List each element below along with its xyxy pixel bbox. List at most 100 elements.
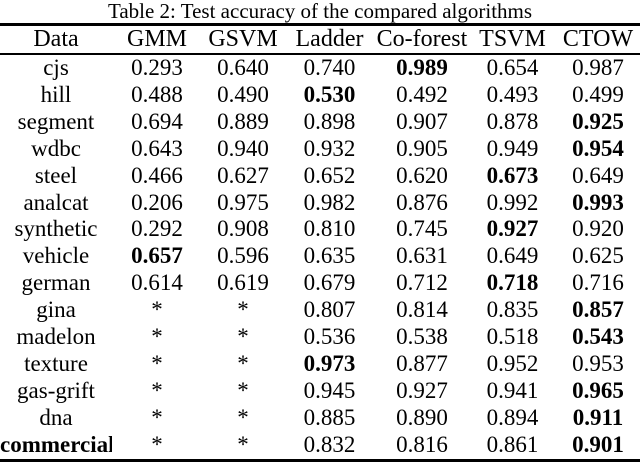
table-header: Data GMM GSVM Ladder Co-forest TSVM CTOW <box>0 24 640 55</box>
value-cell: 0.932 <box>303 135 356 161</box>
value-cell: 0.490 <box>217 81 269 107</box>
value-cell: 0.890 <box>396 404 448 430</box>
value-cell: 0.832 <box>303 431 356 457</box>
row-label: wdbc <box>31 135 81 161</box>
value-cell: 0.905 <box>396 135 448 161</box>
value-cell: 0.807 <box>303 297 356 323</box>
column-header-gsvm: GSVM <box>202 24 284 55</box>
value-cell: 0.614 <box>131 270 183 296</box>
value-cell: 0.945 <box>303 377 356 403</box>
value-cell: 0.898 <box>303 108 356 134</box>
column-header-tsvm: TSVM <box>469 24 556 55</box>
table-row: commercial * * 0.832 0.816 0.861 0.901 <box>0 432 640 460</box>
column-header-ladder: Ladder <box>284 24 375 55</box>
value-cell: 0.901 <box>572 431 624 457</box>
value-cell: * <box>151 297 163 323</box>
value-cell: 0.941 <box>486 377 539 403</box>
row-label: analcat <box>23 189 89 215</box>
value-cell: 0.908 <box>217 216 269 242</box>
table-row: analcat 0.206 0.975 0.982 0.876 0.992 0.993 <box>0 190 640 217</box>
value-cell: 0.740 <box>303 55 356 80</box>
value-cell: 0.954 <box>572 135 624 161</box>
value-cell: 0.810 <box>303 216 356 242</box>
value-cell: 0.619 <box>217 270 269 296</box>
row-label: steel <box>34 162 78 188</box>
value-cell: 0.992 <box>486 189 539 215</box>
value-cell: * <box>151 324 163 350</box>
value-cell: 0.654 <box>486 55 539 80</box>
value-cell: 0.643 <box>131 135 183 161</box>
value-cell: 0.975 <box>217 189 269 215</box>
value-cell: * <box>151 404 163 430</box>
value-cell: 0.745 <box>396 216 448 242</box>
value-cell: 0.993 <box>572 189 624 215</box>
value-cell: 0.652 <box>303 162 356 188</box>
value-cell: 0.292 <box>131 216 183 242</box>
table-row: wdbc 0.643 0.940 0.932 0.905 0.949 0.954 <box>0 136 640 163</box>
table-row: hill 0.488 0.490 0.530 0.492 0.493 0.499 <box>0 82 640 109</box>
table-caption: Table 2: Test accuracy of the compared a… <box>107 0 533 23</box>
value-cell: 0.889 <box>217 108 269 134</box>
value-cell: 0.620 <box>396 162 448 188</box>
value-cell: 0.973 <box>303 350 356 376</box>
value-cell: 0.857 <box>572 297 624 323</box>
value-cell: 0.940 <box>217 135 269 161</box>
column-header-ctow: CTOW <box>556 24 640 55</box>
row-label: hill <box>40 81 72 107</box>
row-label: german <box>21 270 91 296</box>
table-row: gas-grift * * 0.945 0.927 0.941 0.965 <box>0 378 640 405</box>
value-cell: 0.493 <box>486 81 539 107</box>
value-cell: * <box>237 404 249 430</box>
value-cell: 0.488 <box>131 81 183 107</box>
row-label: vehicle <box>22 243 90 269</box>
value-cell: 0.712 <box>396 270 448 296</box>
value-cell: 0.907 <box>396 108 448 134</box>
value-cell: 0.718 <box>486 270 539 296</box>
value-cell: * <box>237 377 249 403</box>
value-cell: 0.673 <box>486 162 539 188</box>
value-cell: 0.627 <box>217 162 269 188</box>
value-cell: 0.596 <box>217 243 269 269</box>
row-label: dna <box>39 404 73 430</box>
value-cell: 0.518 <box>486 324 539 350</box>
header-row: Data GMM GSVM Ladder Co-forest TSVM CTOW <box>0 24 640 55</box>
value-cell: 0.876 <box>396 189 448 215</box>
value-cell: 0.206 <box>131 189 183 215</box>
row-label: segment <box>17 108 95 134</box>
value-cell: 0.499 <box>572 81 624 107</box>
column-header-gmm: GMM <box>112 24 202 55</box>
table-row: segment 0.694 0.889 0.898 0.907 0.878 0.925 <box>0 109 640 136</box>
value-cell: 0.543 <box>572 324 624 350</box>
value-cell: * <box>237 297 249 323</box>
value-cell: 0.649 <box>572 162 624 188</box>
value-cell: 0.861 <box>486 431 539 457</box>
value-cell: 0.927 <box>486 216 539 242</box>
row-label: gas-grift <box>17 377 95 403</box>
column-header-co-forest: Co-forest <box>375 24 469 55</box>
value-cell: 0.927 <box>396 377 448 403</box>
value-cell: * <box>237 350 249 376</box>
value-cell: 0.492 <box>396 81 448 107</box>
row-label: cjs <box>43 55 69 80</box>
value-cell: 0.538 <box>396 324 448 350</box>
table-row: gina * * 0.807 0.814 0.835 0.857 <box>0 297 640 324</box>
value-cell: 0.679 <box>303 270 356 296</box>
table-row: madelon * * 0.536 0.538 0.518 0.543 <box>0 324 640 351</box>
table-row: vehicle 0.657 0.596 0.635 0.631 0.649 0.625 <box>0 243 640 270</box>
table-row: texture * * 0.973 0.877 0.952 0.953 <box>0 351 640 378</box>
value-cell: 0.657 <box>131 243 183 269</box>
table-body: cjs 0.293 0.640 0.740 0.989 0.654 0.987 hill 0.4… <box>0 54 640 460</box>
value-cell: 0.814 <box>396 297 448 323</box>
value-cell: 0.640 <box>217 55 269 80</box>
value-cell: 0.952 <box>486 350 539 376</box>
value-cell: 0.878 <box>486 108 539 134</box>
table-row: steel 0.466 0.627 0.652 0.620 0.673 0.649 <box>0 163 640 190</box>
value-cell: 0.965 <box>572 377 624 403</box>
value-cell: 0.911 <box>572 404 624 430</box>
value-cell: 0.877 <box>396 350 448 376</box>
value-cell: 0.625 <box>572 243 624 269</box>
row-label: commercial <box>0 431 112 457</box>
value-cell: 0.953 <box>572 350 624 376</box>
value-cell: 0.894 <box>486 404 539 430</box>
table-row: dna * * 0.885 0.890 0.894 0.911 <box>0 405 640 432</box>
